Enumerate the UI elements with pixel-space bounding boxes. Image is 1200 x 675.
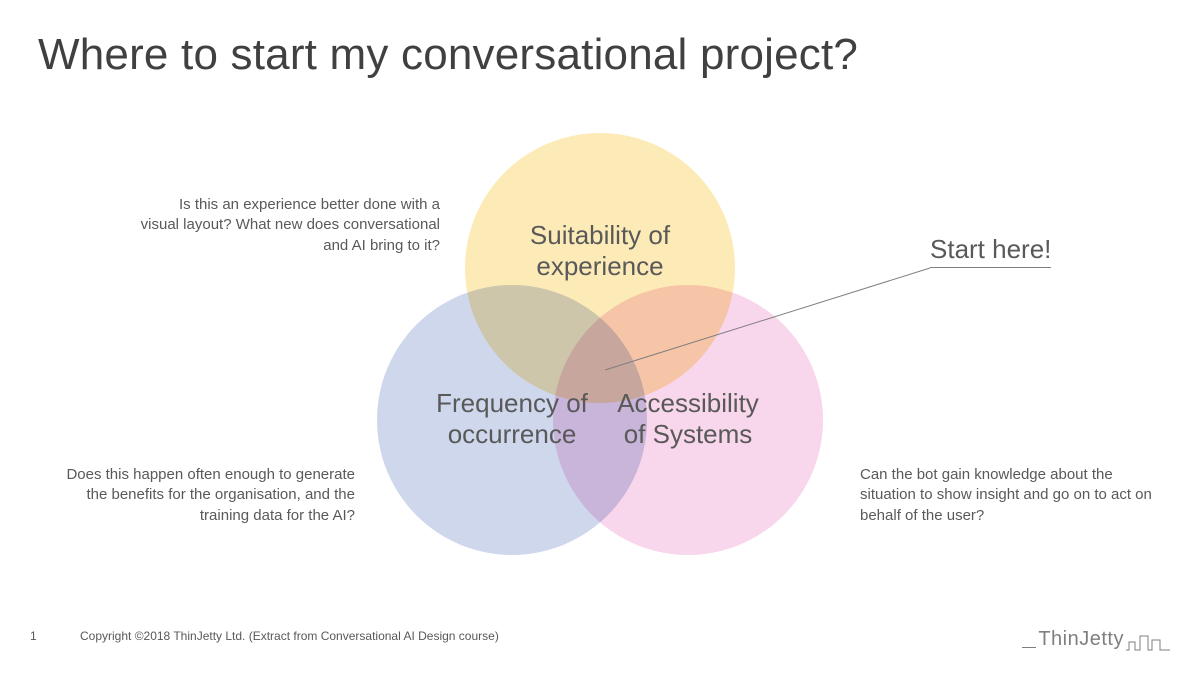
logo-skyline-icon <box>1126 629 1170 651</box>
footer: 1 Copyright ©2018 ThinJetty Ltd. (Extrac… <box>0 623 1200 643</box>
venn-circle-accessibility <box>553 285 823 555</box>
copyright-text: Copyright ©2018 ThinJetty Ltd. (Extract … <box>80 629 499 643</box>
thinjetty-logo: ThinJetty <box>1022 623 1170 651</box>
logo-leading-line-icon <box>1022 647 1036 648</box>
slide-title: Where to start my conversational project… <box>38 30 858 80</box>
annotation-frequency: Does this happen often enough to generat… <box>55 465 355 526</box>
page-number: 1 <box>30 629 37 643</box>
annotation-suitability: Is this an experience better done with a… <box>140 195 440 256</box>
logo-text: ThinJetty <box>1038 628 1124 651</box>
slide: Where to start my conversational project… <box>0 0 1200 675</box>
annotation-accessibility: Can the bot gain knowledge about the sit… <box>860 465 1160 526</box>
callout-start-here: Start here! <box>930 234 1051 268</box>
